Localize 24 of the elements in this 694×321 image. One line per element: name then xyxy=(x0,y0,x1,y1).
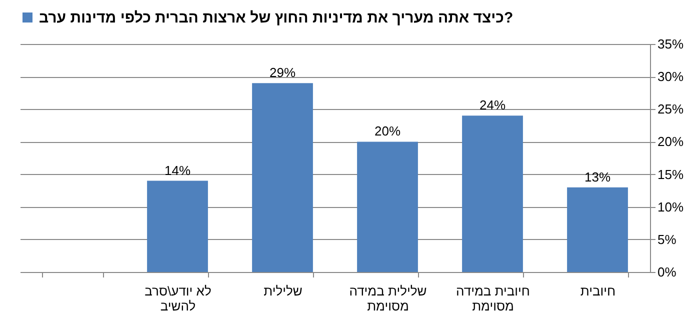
y-tick-label: 10% xyxy=(658,199,684,214)
x-tick-label: שלילית xyxy=(264,284,302,298)
y-tick-label: 0% xyxy=(658,264,677,280)
data-label: 29% xyxy=(269,65,296,80)
y-tick-label: 35% xyxy=(658,36,684,52)
x-tick-label: חיובית במידה מסוימת xyxy=(456,284,530,314)
bar xyxy=(567,187,628,272)
legend-label: כיצד אתה מעריך את מדיניות החוץ של ארצות הברית כלפי מדינות ערב? xyxy=(39,10,514,26)
data-label: 13% xyxy=(584,169,611,184)
x-tick-label: שלילית במידה מסוימת xyxy=(349,284,427,314)
bar xyxy=(357,142,418,272)
data-label: 14% xyxy=(164,162,191,178)
bar xyxy=(147,180,208,272)
bar xyxy=(252,83,313,272)
x-tick-label: חיובית xyxy=(580,284,616,298)
data-label: 24% xyxy=(479,98,506,113)
y-tick-label: 25% xyxy=(658,102,684,117)
bar xyxy=(462,116,523,272)
y-tick-label: 5% xyxy=(658,232,677,247)
y-tick-label: 20% xyxy=(658,134,684,150)
y-tick-label: 15% xyxy=(658,166,684,182)
x-tick-label: לא יודע\סרב להשיב xyxy=(144,284,212,314)
data-label: 20% xyxy=(374,124,401,139)
y-tick-label: 30% xyxy=(658,69,684,84)
